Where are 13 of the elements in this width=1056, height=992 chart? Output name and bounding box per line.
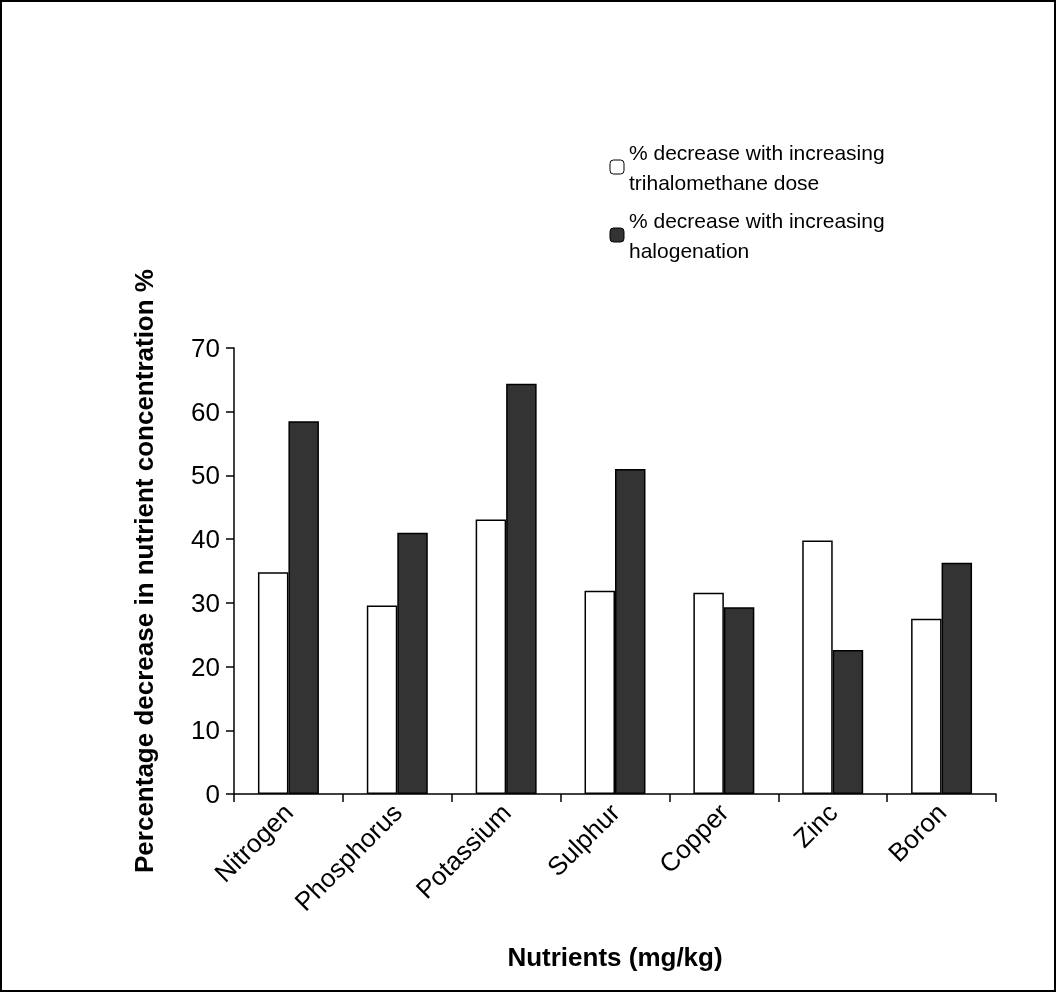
y-tick-label: 0 bbox=[205, 779, 220, 809]
y-tick-label: 70 bbox=[191, 333, 220, 363]
y-tick-label: 60 bbox=[191, 396, 220, 427]
x-axis-title: Nutrients (mg/kg) bbox=[507, 942, 723, 972]
x-tick-label: Zinc bbox=[787, 797, 844, 854]
y-tick-label: 10 bbox=[191, 715, 220, 746]
y-tick-label: 40 bbox=[191, 524, 220, 555]
y-axis-title: Percentage decrease in nutrient concentration % bbox=[129, 269, 159, 873]
y-tick-label: 30 bbox=[191, 587, 220, 618]
legend-label: % decrease with increasing halogenation bbox=[629, 208, 891, 262]
y-tick-label: 50 bbox=[191, 460, 220, 491]
legend-label: % decrease with increasing trihalomethane dose bbox=[629, 140, 891, 194]
y-tick-label: 20 bbox=[191, 651, 220, 682]
